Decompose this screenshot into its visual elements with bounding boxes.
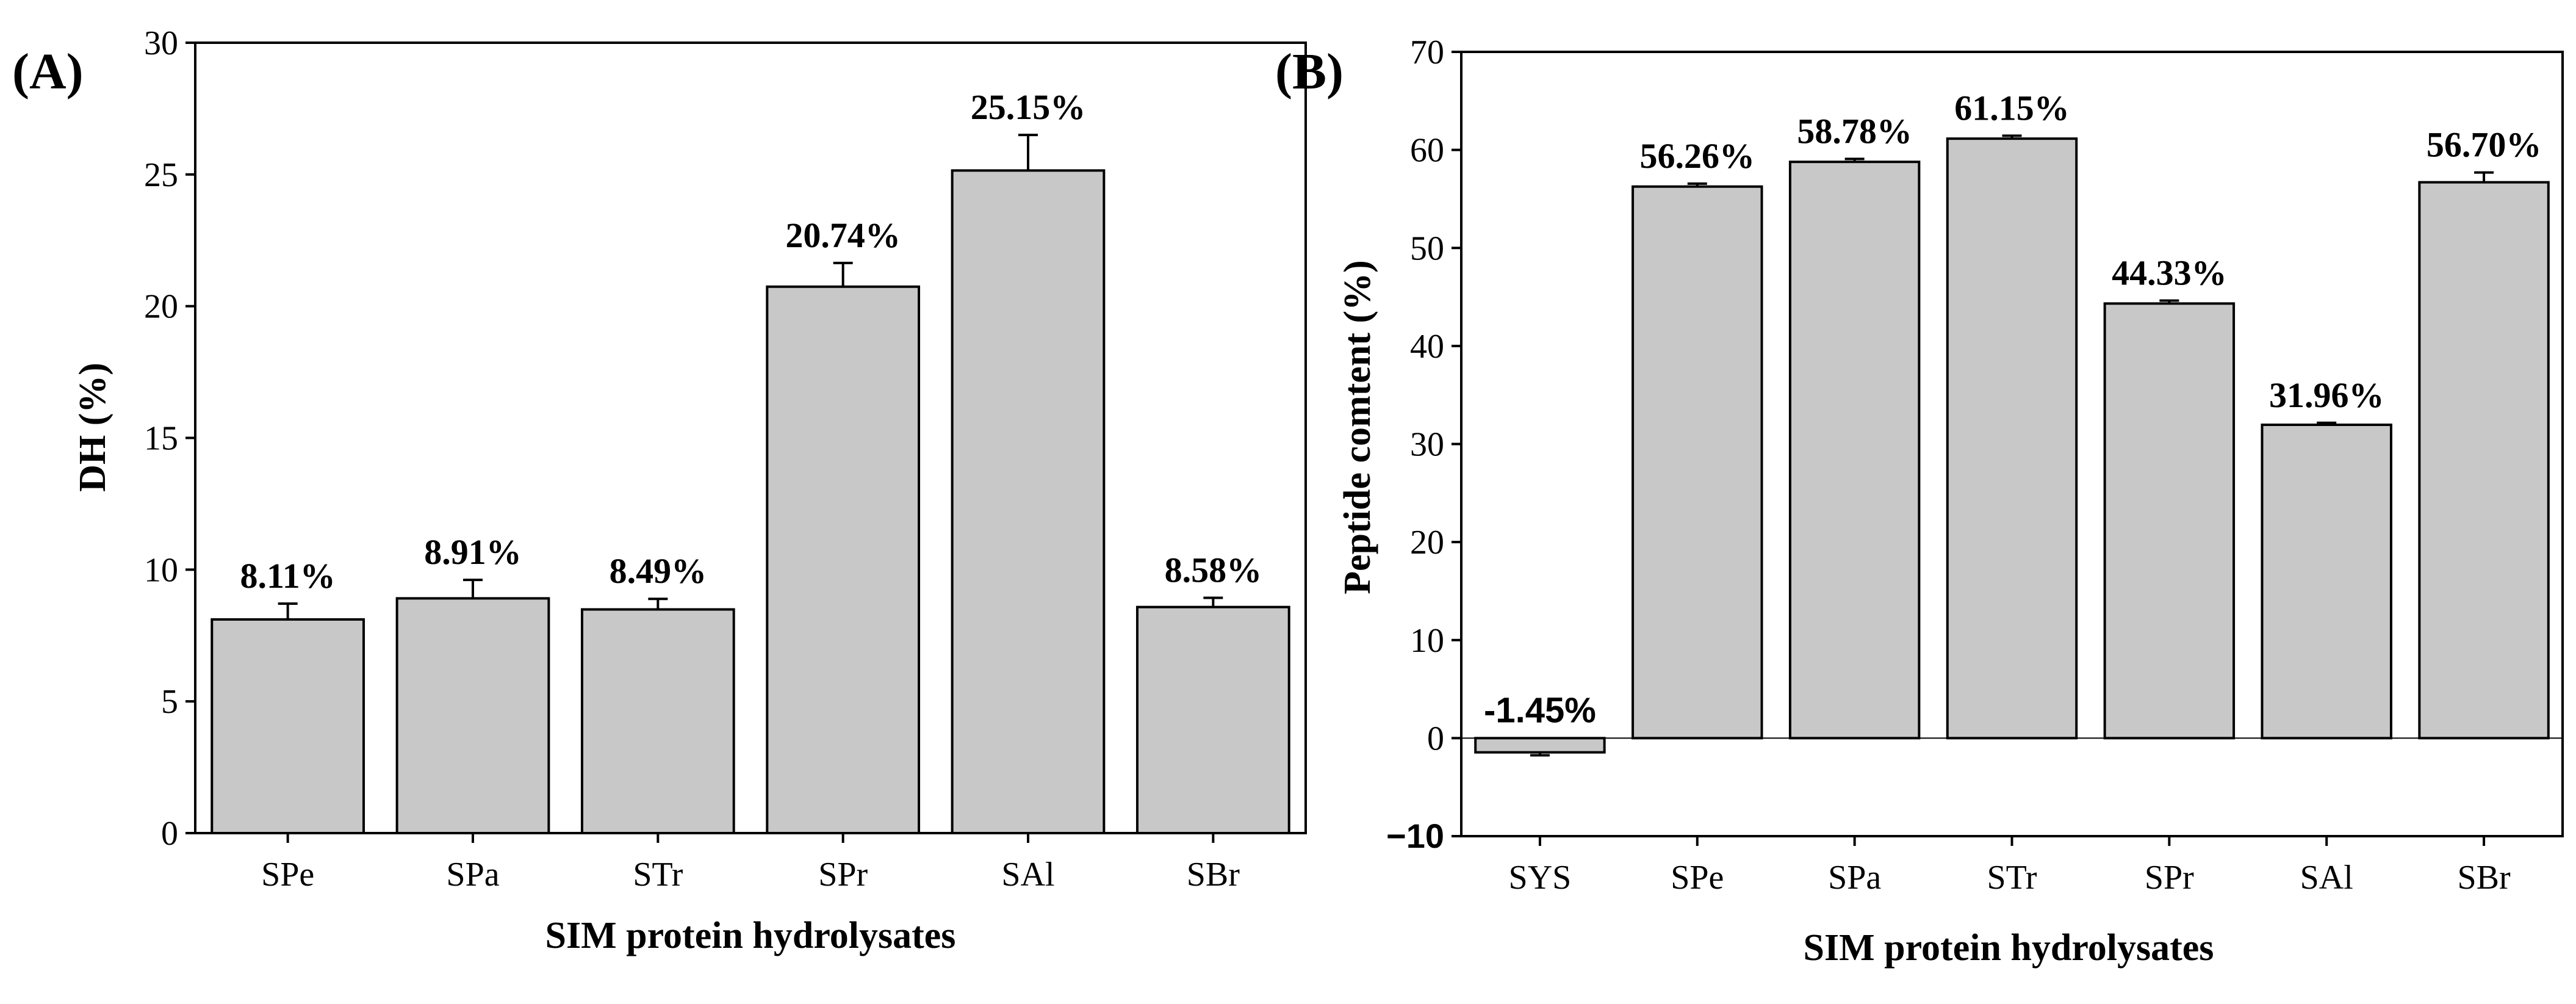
panel-a-x-tick-label: SPa (446, 856, 499, 894)
panel-b-data-label: 56.26% (1640, 136, 1755, 176)
panel-a-plot: 0 5 10 15 20 25 30 8.11% SPe 8.91% SPa 8.49% STr 20.7… (144, 24, 1307, 894)
panel-a-data-label: 8.11% (240, 556, 336, 596)
panel-b-bar-sbr (2418, 181, 2550, 740)
panel-b-bar-sys (1474, 737, 1606, 754)
panel-a-data-label: 8.58% (1165, 551, 1262, 590)
panel-a-x-axis-title: SIM protein hydrolysates (545, 915, 956, 956)
panel-a-label: (A) (12, 43, 84, 100)
panel-b-x-tick-label: SPa (1828, 859, 1881, 897)
panel-a-y-axis-title: DH (%) (72, 363, 113, 492)
panel-b-data-label: 61.15% (1954, 88, 2070, 128)
panel-b-y-tick-label: 20 (1410, 524, 1444, 562)
panel-b-y-tick-label: 30 (1410, 426, 1444, 464)
panel-b-plot: −10 0 10 20 30 40 50 60 70 -1.45% SYS 56.26% SPe 58.7… (1386, 34, 2564, 897)
panel-b-bar-sal (2261, 424, 2392, 740)
panel-b-y-tick-label: 10 (1410, 622, 1444, 660)
panel-a-x-tick-label: SPe (261, 856, 314, 894)
panel-b-data-label: 31.96% (2269, 375, 2384, 415)
panel-b-bar-spe (1632, 185, 1763, 740)
panel-a-bar-sal (951, 169, 1106, 835)
panel-b-data-label: 44.33% (2112, 253, 2227, 293)
panel-b-y-tick-label: 60 (1410, 132, 1444, 170)
panel-a-y-tick-label: 10 (144, 551, 178, 589)
panel-a-data-label: 20.74% (785, 215, 901, 255)
panel-b-x-tick-label: SPe (1671, 859, 1724, 897)
panel-b-x-tick-label: SBr (2457, 859, 2510, 897)
panel-b-x-tick-label: STr (1987, 859, 2037, 897)
panel-b-x-tick-label: SYS (1509, 859, 1572, 897)
panel-b-x-axis-title: SIM protein hydrolysates (1804, 927, 2214, 969)
panel-b-data-label: 58.78% (1797, 111, 1912, 151)
panel-b-x-tick-label: SPr (2145, 859, 2194, 897)
panel-b-data-label: 56.70% (2427, 125, 2542, 165)
panel-b-bar-str (1946, 137, 2078, 740)
panel-b-label: (B) (1275, 43, 1344, 100)
panel-a-x-tick-label: SBr (1187, 856, 1240, 894)
panel-b-bar-spr (2103, 302, 2236, 740)
panel-a-y-tick-label: 15 (144, 420, 178, 458)
panel-a-bar-spe (210, 618, 365, 834)
panel-b-data-label: -1.45% (1484, 690, 1596, 730)
panel-a-data-label: 25.15% (971, 87, 1086, 127)
panel-b-y-tick-label: 70 (1410, 34, 1444, 71)
panel-a-y-tick-label: 5 (161, 683, 178, 721)
panel-a-x-tick-label: SPr (818, 856, 868, 894)
panel-b-y-tick-label: 50 (1410, 229, 1444, 267)
panel-a-x-tick-label: STr (633, 856, 683, 894)
panel-a-bar-spr (766, 285, 921, 834)
panel-b-y-tick-label: 0 (1427, 720, 1444, 757)
panel-a-y-tick-label: 0 (161, 815, 178, 853)
panel-a-y-tick-label: 30 (144, 24, 178, 62)
panel-b-y-tick-label: −10 (1386, 817, 1444, 855)
panel-a-data-label: 8.91% (424, 532, 522, 572)
panel-a-bar-sbr (1135, 605, 1290, 834)
panel-b-y-axis-title: Peptide comtent (%) (1337, 260, 1378, 594)
panel-a-y-tick-label: 25 (144, 156, 178, 194)
panel-b-x-tick-label: SAl (2300, 859, 2353, 897)
panel-a-y-tick-label: 20 (144, 288, 178, 326)
panel-a-x-tick-label: SAl (1001, 856, 1054, 894)
panel-a-bar-str (580, 608, 735, 834)
panel-a-bar-spa (395, 597, 550, 834)
panel-b-y-tick-label: 40 (1410, 328, 1444, 366)
panel-b-bar-spa (1788, 161, 1921, 740)
panel-a-data-label: 8.49% (610, 551, 707, 591)
